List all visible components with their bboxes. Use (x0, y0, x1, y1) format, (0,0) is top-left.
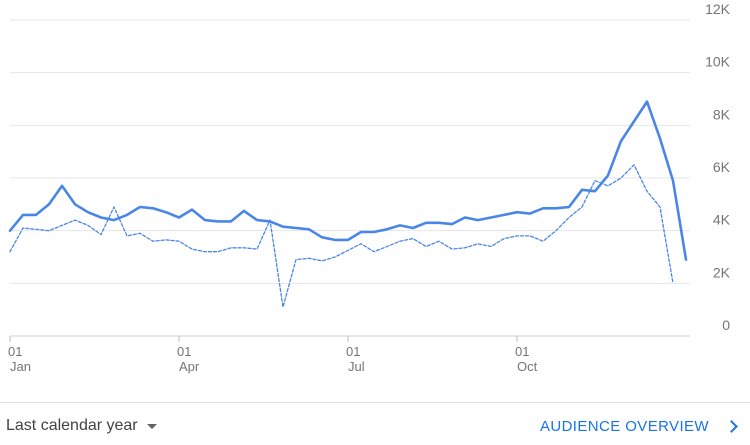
date-range-label: Last calendar year (6, 417, 138, 434)
x-tick-month: Oct (517, 359, 538, 374)
y-tick-label: 10K (705, 54, 731, 70)
y-tick-label: 2K (713, 264, 731, 280)
chevron-right-icon (725, 420, 738, 433)
x-tick-month: Jul (348, 359, 365, 374)
series-line-previous-period (9, 164, 674, 308)
x-tick-month: Jan (10, 359, 31, 374)
caret-down-icon (146, 423, 157, 429)
series-lines (8, 100, 688, 308)
y-axis: 0 2K 4K 6K 8K 10K 12K (705, 1, 731, 333)
y-tick-label: 0 (722, 317, 730, 333)
x-tick-day: 01 (177, 344, 191, 359)
audience-overview-link[interactable]: AUDIENCE OVERVIEW (539, 418, 738, 435)
x-tick-day: 01 (8, 344, 22, 359)
y-tick-label: 4K (713, 212, 731, 228)
audience-overview-label: AUDIENCE OVERVIEW (539, 418, 709, 435)
x-tick-day: 01 (515, 344, 529, 359)
x-tick-month: Apr (179, 359, 200, 374)
y-tick-label: 6K (713, 159, 731, 175)
card-footer: Last calendar year AUDIENCE OVERVIEW (0, 402, 750, 445)
y-tick-label: 12K (705, 1, 731, 17)
series-line-current-period (8, 100, 688, 261)
x-tick-day: 01 (346, 344, 360, 359)
y-tick-label: 8K (713, 106, 731, 122)
date-range-dropdown[interactable]: Last calendar year (6, 417, 157, 435)
gridlines (10, 19, 690, 337)
